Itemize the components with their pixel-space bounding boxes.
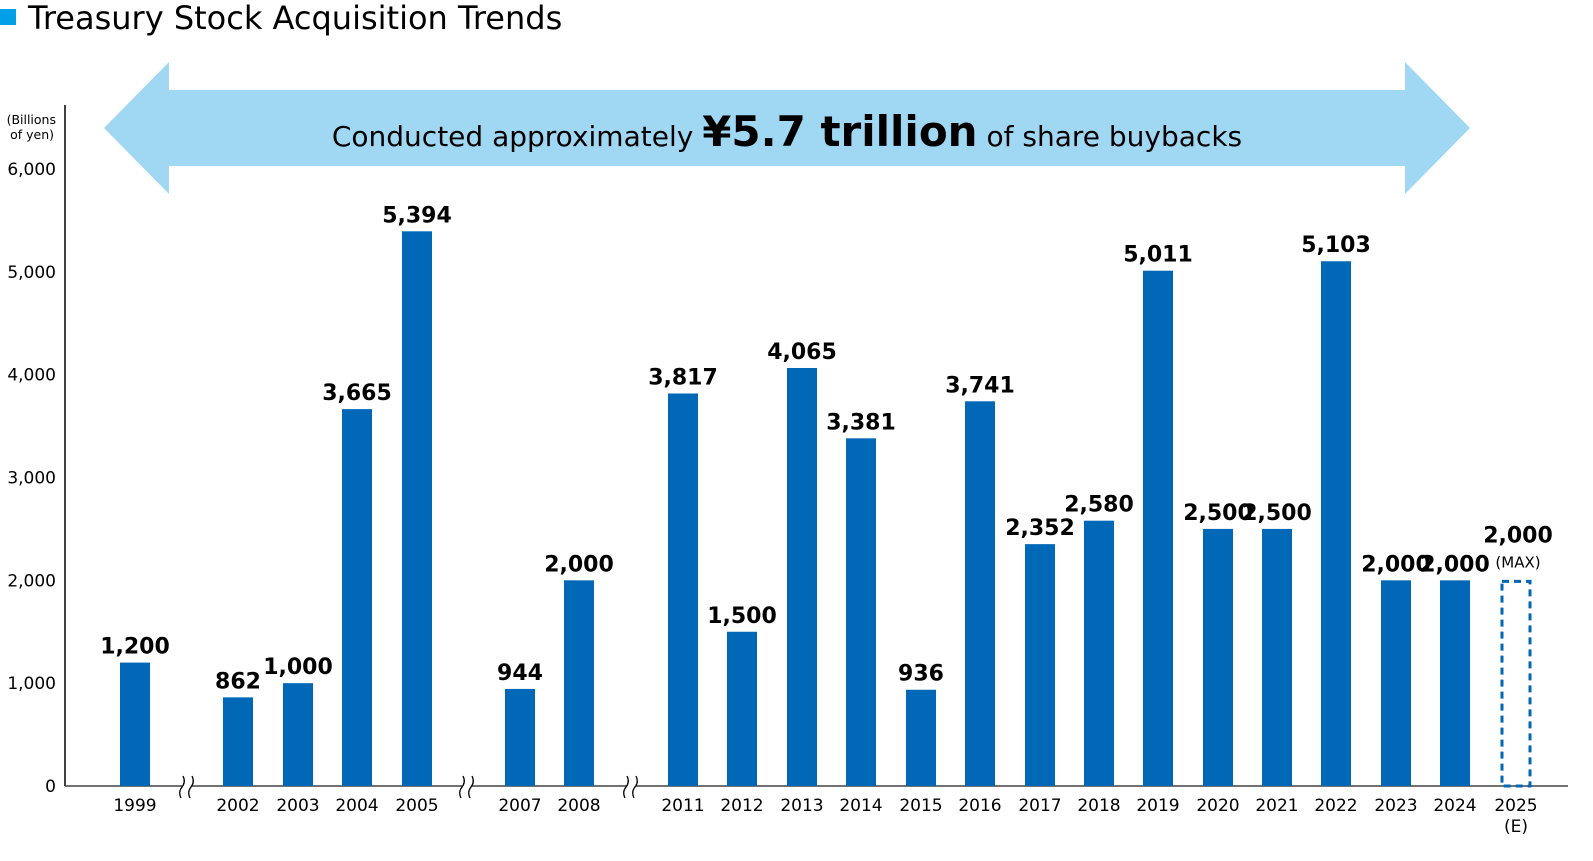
y-tick-label: 2,000 xyxy=(7,571,56,591)
y-tick-label: 3,000 xyxy=(7,469,56,489)
data-label-2019: 5,011 xyxy=(1123,243,1193,268)
data-label-2015: 936 xyxy=(898,662,944,687)
bar-2020 xyxy=(1203,528,1233,786)
data-label-2013: 4,065 xyxy=(767,340,837,365)
data-label-2021: 2,500 xyxy=(1242,501,1312,526)
y-tick-label: 5,000 xyxy=(7,263,56,283)
bar-2015 xyxy=(906,689,936,786)
axis-break-mark xyxy=(459,775,465,799)
bar-2019 xyxy=(1143,270,1173,787)
annotation-highlight: ¥5.7 trillion xyxy=(702,107,977,156)
title-marker xyxy=(0,9,16,25)
y-axis-unit-line1: (Billions xyxy=(7,112,56,127)
y-axis-unit-line2: of yen) xyxy=(10,127,54,142)
axis-break-gap xyxy=(462,776,472,798)
axis-break-mark xyxy=(179,775,185,799)
data-label-1999: 1,200 xyxy=(100,635,170,660)
data-label-2018: 2,580 xyxy=(1064,493,1134,518)
bar-2016 xyxy=(965,401,995,786)
double-arrow xyxy=(104,62,1470,194)
data-label-2014: 3,381 xyxy=(826,410,896,435)
bar-2004 xyxy=(342,409,372,786)
y-tick-label: 4,000 xyxy=(7,366,56,386)
x-tick-label-2003: 2003 xyxy=(276,796,319,816)
data-label-2025: 2,000 xyxy=(1483,523,1553,548)
x-tick-label-2024: 2024 xyxy=(1433,796,1476,816)
x-tick-label-2007: 2007 xyxy=(498,796,541,816)
x-tick-label-2015: 2015 xyxy=(899,796,942,816)
x-tick-label-2021: 2021 xyxy=(1255,796,1298,816)
annotation-prefix: Conducted approximately xyxy=(332,120,702,153)
y-tick-label: 1,000 xyxy=(7,674,56,694)
axis-break-mark xyxy=(188,775,194,799)
data-label-2005: 5,394 xyxy=(382,203,452,228)
axis-break-gap xyxy=(182,776,192,798)
data-label-2024: 2,000 xyxy=(1420,552,1490,577)
annotation-suffix: of share buybacks xyxy=(978,120,1243,153)
x-tick-label-2005: 2005 xyxy=(395,796,438,816)
axis-break-mark xyxy=(468,775,474,799)
x-tick-label-2002: 2002 xyxy=(216,796,259,816)
bar-2012 xyxy=(727,631,757,786)
data-label-2008: 2,000 xyxy=(544,552,614,577)
axis-break-mark xyxy=(623,775,629,799)
bar-2017 xyxy=(1025,544,1055,786)
bar-2005 xyxy=(402,231,432,786)
x-tick-label-2017: 2017 xyxy=(1018,796,1061,816)
data-label-2020: 2,500 xyxy=(1183,501,1253,526)
x-tick-label-2011: 2011 xyxy=(661,796,704,816)
bar-2007 xyxy=(505,688,535,786)
data-label-2012: 1,500 xyxy=(707,604,777,629)
x-tick-label-2019: 2019 xyxy=(1136,796,1179,816)
x-tick-label-2022: 2022 xyxy=(1314,796,1357,816)
y-tick-label: 0 xyxy=(45,777,56,797)
bar-2025-estimated xyxy=(1500,579,1532,788)
data-label-2007: 944 xyxy=(497,661,543,686)
x-tick-label-2014: 2014 xyxy=(839,796,882,816)
bar-2002 xyxy=(223,697,253,786)
x-tick-label-2020: 2020 xyxy=(1196,796,1239,816)
data-label-2004: 3,665 xyxy=(322,381,392,406)
x-tick-label-2012: 2012 xyxy=(720,796,763,816)
chart-title: Treasury Stock Acquisition Trends xyxy=(27,0,562,37)
axis-break-mark xyxy=(632,775,638,799)
x-tick-label-2025: 2025 xyxy=(1494,796,1537,816)
annotation-text: Conducted approximately ¥5.7 trillion of… xyxy=(332,107,1242,156)
data-label-2017: 2,352 xyxy=(1005,516,1075,541)
x-tick-label-2018: 2018 xyxy=(1077,796,1120,816)
x-tick-label-2004: 2004 xyxy=(335,796,378,816)
bar-2013 xyxy=(787,367,817,786)
y-tick-label: 6,000 xyxy=(7,160,56,180)
data-label-note-2025: (MAX) xyxy=(1495,553,1540,571)
data-label-2022: 5,103 xyxy=(1301,233,1371,258)
bar-2008 xyxy=(564,580,594,786)
bar-2014 xyxy=(846,438,876,786)
data-label-2003: 1,000 xyxy=(263,655,333,680)
bar-2024 xyxy=(1440,580,1470,786)
data-label-2023: 2,000 xyxy=(1361,552,1431,577)
x-tick-label-2013: 2013 xyxy=(780,796,823,816)
data-label-2016: 3,741 xyxy=(945,373,1015,398)
x-tick-note-2025: (E) xyxy=(1504,817,1528,837)
bar-2022 xyxy=(1321,261,1351,787)
x-tick-label-2023: 2023 xyxy=(1374,796,1417,816)
x-tick-label-1999: 1999 xyxy=(113,796,156,816)
bar-2018 xyxy=(1084,520,1114,786)
data-label-2011: 3,817 xyxy=(648,365,718,390)
bar-1999 xyxy=(120,662,150,786)
x-tick-label-2008: 2008 xyxy=(557,796,600,816)
axis-break-gap xyxy=(626,776,636,798)
bar-2003 xyxy=(283,683,313,786)
x-tick-label-2016: 2016 xyxy=(958,796,1001,816)
bar-2023 xyxy=(1381,580,1411,786)
bar-2011 xyxy=(668,393,698,786)
data-label-2002: 862 xyxy=(215,669,261,694)
bar-2021 xyxy=(1262,528,1292,786)
